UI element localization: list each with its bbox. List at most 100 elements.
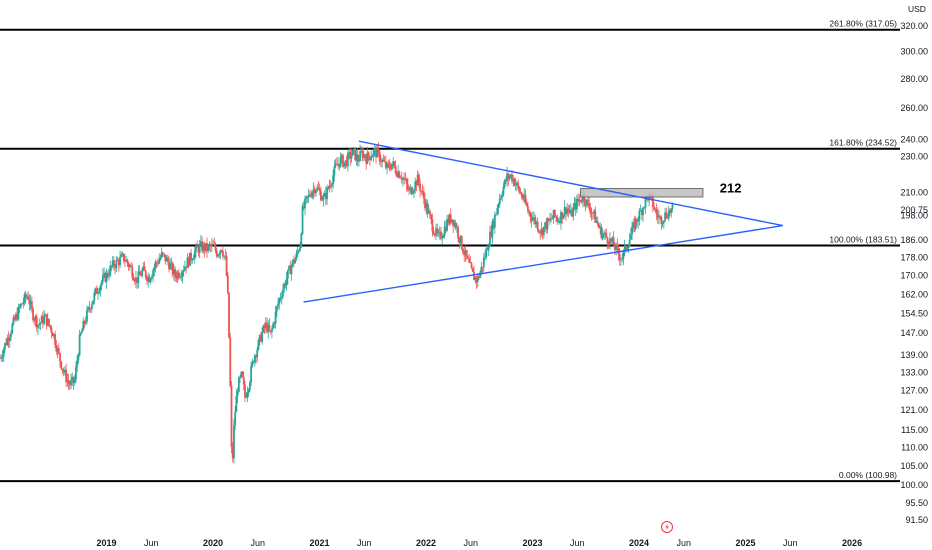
candle — [547, 217, 550, 222]
candle — [564, 206, 567, 221]
candle — [364, 153, 366, 162]
candle — [131, 263, 134, 281]
candle — [531, 211, 534, 222]
candle — [393, 160, 396, 169]
trendline-upper[interactable] — [358, 140, 783, 227]
candle — [297, 248, 300, 255]
candle — [495, 213, 497, 216]
candle — [620, 258, 622, 266]
candle — [425, 198, 428, 215]
price-axis[interactable]: 320.00 300.00 280.00 260.00 240.00 230.00 210.… — [900, 21, 931, 525]
candle — [141, 267, 143, 279]
tradingview-flash-icon[interactable] — [661, 521, 673, 533]
candle — [188, 252, 191, 267]
candle — [373, 143, 376, 158]
candle — [348, 148, 350, 160]
candle — [315, 189, 317, 197]
candle — [6, 334, 9, 347]
x-tick-label: Jun — [250, 538, 265, 548]
candle — [536, 217, 539, 233]
candle — [181, 270, 184, 284]
candle — [2, 347, 5, 363]
candle — [234, 405, 237, 431]
last-price-badge — [901, 204, 931, 217]
candle — [246, 386, 249, 403]
y-tick-label: 110.00 — [901, 442, 928, 452]
candle — [514, 177, 517, 191]
candle — [277, 298, 279, 310]
candle — [599, 222, 602, 235]
candle — [143, 261, 146, 271]
candle — [261, 327, 264, 345]
candle — [257, 338, 260, 351]
candle — [137, 265, 140, 289]
candle — [245, 392, 248, 399]
time-axis[interactable]: 2019 Jun 2020 Jun 2021 Jun 2022 Jun 2023 Jun 2024 J… — [96, 538, 862, 548]
y-tick-label: 127.00 — [900, 386, 928, 396]
candle — [402, 176, 404, 187]
candle — [383, 155, 386, 163]
candle — [621, 253, 624, 263]
candle — [160, 247, 163, 259]
candle — [628, 233, 631, 248]
candle — [285, 271, 288, 291]
candle — [489, 226, 491, 248]
candle — [213, 237, 216, 247]
candle — [624, 244, 627, 254]
candle — [465, 249, 468, 261]
resistance-zone[interactable] — [580, 188, 704, 198]
candle — [444, 220, 447, 233]
candle — [282, 283, 284, 300]
candle — [438, 226, 441, 240]
candle — [313, 185, 316, 198]
candle — [462, 247, 464, 255]
candle — [111, 256, 114, 269]
candle — [139, 270, 142, 277]
candle — [278, 296, 281, 310]
candle — [539, 230, 542, 240]
candle — [502, 182, 505, 197]
candle — [574, 197, 577, 216]
candle — [545, 217, 548, 234]
candle — [150, 274, 153, 280]
candle — [627, 244, 630, 254]
candle — [421, 184, 424, 196]
y-tick-label: 162.00 — [900, 290, 928, 300]
candle — [538, 229, 540, 235]
candle — [399, 175, 402, 179]
candle — [577, 193, 580, 206]
candle — [453, 220, 456, 228]
candle — [655, 203, 658, 221]
candle — [164, 254, 167, 265]
candle — [567, 204, 570, 218]
candle — [558, 216, 561, 225]
candle — [240, 371, 243, 379]
y-tick-label: 230.00 — [900, 151, 928, 161]
trendline-lower[interactable] — [303, 224, 783, 303]
candle — [451, 219, 453, 224]
candle — [392, 157, 395, 169]
candle — [296, 246, 299, 258]
candle — [117, 257, 120, 272]
candle — [478, 273, 480, 280]
candle — [387, 160, 390, 169]
candle — [114, 263, 117, 275]
candle — [198, 240, 201, 259]
candle — [148, 274, 151, 283]
candle — [105, 268, 108, 289]
candle — [68, 380, 71, 391]
candle — [411, 186, 414, 195]
candle — [535, 220, 538, 228]
candle — [19, 302, 22, 309]
candle — [90, 301, 93, 313]
candlestick-series — [0, 142, 674, 464]
candle — [414, 177, 417, 194]
candle — [487, 243, 490, 256]
x-tick-label: Jun — [357, 538, 372, 548]
candle — [609, 232, 611, 250]
candle — [264, 317, 267, 334]
candle — [525, 199, 528, 207]
candle — [215, 248, 218, 259]
candle — [204, 243, 207, 254]
